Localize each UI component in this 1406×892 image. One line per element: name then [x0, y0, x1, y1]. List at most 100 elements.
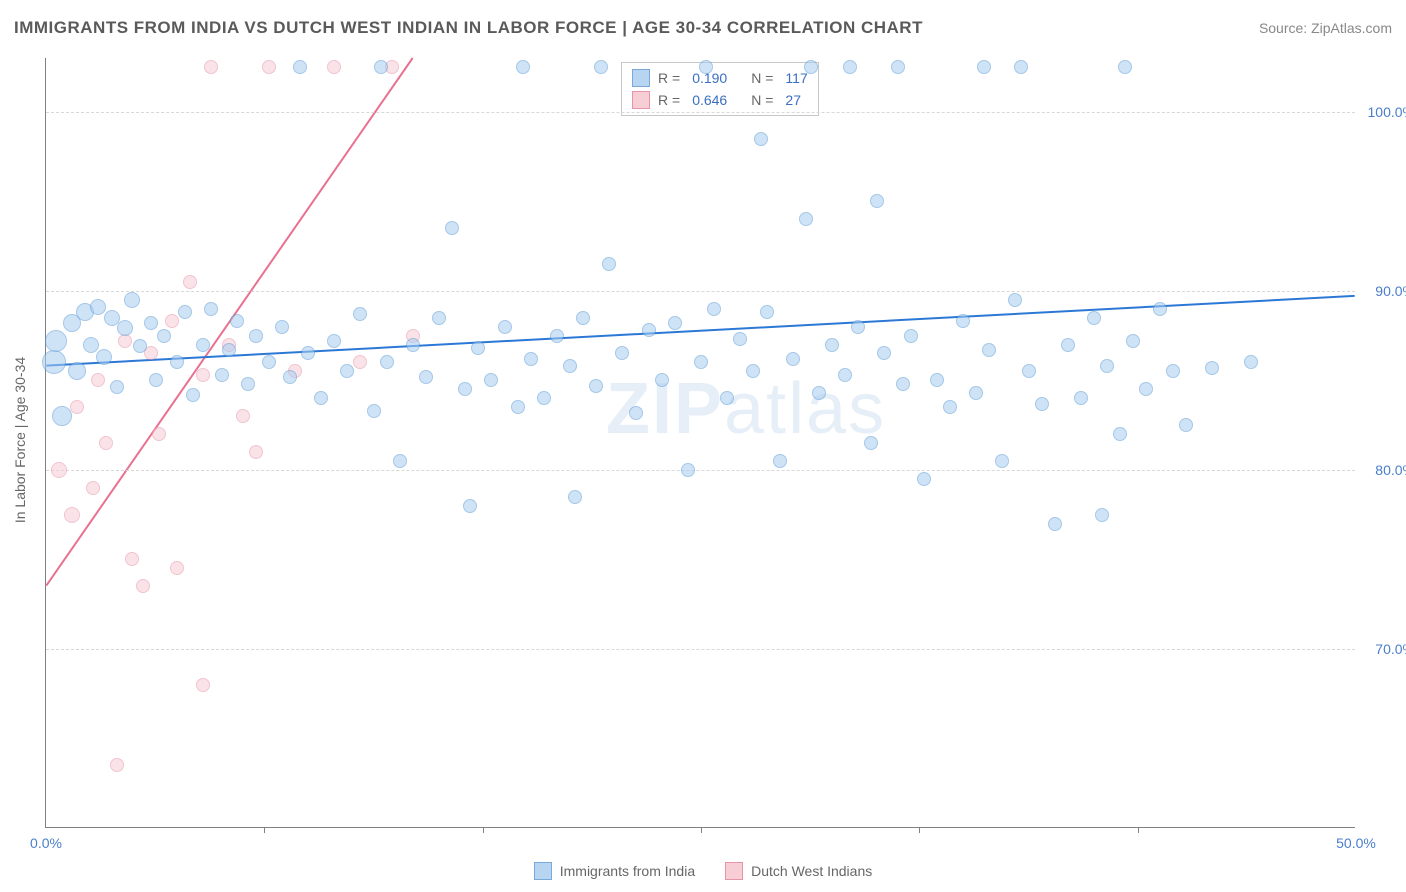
h-gridline [46, 291, 1355, 292]
data-point [367, 404, 381, 418]
legend-r-label: R = [658, 70, 680, 86]
legend-r-label: R = [658, 92, 680, 108]
data-point [1061, 338, 1075, 352]
data-point [374, 60, 388, 74]
data-point [178, 305, 192, 319]
data-point [977, 60, 991, 74]
data-point [812, 386, 826, 400]
source-label: Source: ZipAtlas.com [1259, 20, 1392, 36]
data-point [83, 337, 99, 353]
swatch-pink [725, 862, 743, 880]
data-point [222, 343, 236, 357]
data-point [982, 343, 996, 357]
data-point [419, 370, 433, 384]
data-point [681, 463, 695, 477]
data-point [594, 60, 608, 74]
data-point [170, 355, 184, 369]
data-point [870, 194, 884, 208]
data-point [110, 758, 124, 772]
legend-swatch [632, 69, 650, 87]
chart-title: IMMIGRANTS FROM INDIA VS DUTCH WEST INDI… [14, 18, 923, 38]
data-point [340, 364, 354, 378]
data-point [1022, 364, 1036, 378]
data-point [917, 472, 931, 486]
data-point [1118, 60, 1132, 74]
data-point [110, 380, 124, 394]
data-point [995, 454, 1009, 468]
legend-n-label: N = [751, 92, 773, 108]
plot-area: ZIPatlas R =0.190N =117R =0.646N =27 70.… [45, 58, 1355, 828]
y-tick-label: 70.0% [1360, 641, 1406, 657]
data-point [563, 359, 577, 373]
data-point [746, 364, 760, 378]
y-tick-label: 100.0% [1360, 104, 1406, 120]
data-point [133, 339, 147, 353]
data-point [51, 462, 67, 478]
trend-svg [46, 58, 1355, 827]
data-point [733, 332, 747, 346]
data-point [851, 320, 865, 334]
data-point [204, 60, 218, 74]
data-point [1113, 427, 1127, 441]
data-point [1205, 361, 1219, 375]
data-point [144, 316, 158, 330]
data-point [380, 355, 394, 369]
data-point [891, 60, 905, 74]
data-point [838, 368, 852, 382]
legend-swatch [632, 91, 650, 109]
data-point [568, 490, 582, 504]
data-point [314, 391, 328, 405]
data-point [125, 552, 139, 566]
data-point [1139, 382, 1153, 396]
legend-label-blue: Immigrants from India [560, 863, 695, 879]
data-point [136, 579, 150, 593]
data-point [930, 373, 944, 387]
data-point [773, 454, 787, 468]
data-point [629, 406, 643, 420]
data-point [275, 320, 289, 334]
data-point [432, 311, 446, 325]
h-gridline [46, 470, 1355, 471]
data-point [516, 60, 530, 74]
x-tick-label: 0.0% [30, 835, 62, 851]
x-tick-label: 50.0% [1336, 835, 1376, 851]
data-point [353, 355, 367, 369]
data-point [699, 60, 713, 74]
data-point [655, 373, 669, 387]
data-point [99, 436, 113, 450]
legend-r-value: 0.646 [692, 92, 727, 108]
data-point [283, 370, 297, 384]
legend-n-label: N = [751, 70, 773, 86]
data-point [760, 305, 774, 319]
legend-item-pink: Dutch West Indians [725, 862, 872, 880]
y-axis-label: In Labor Force | Age 30-34 [12, 357, 28, 523]
x-minor-tick [701, 827, 702, 833]
data-point [1008, 293, 1022, 307]
h-gridline [46, 649, 1355, 650]
data-point [91, 373, 105, 387]
data-point [353, 307, 367, 321]
data-point [589, 379, 603, 393]
data-point [550, 329, 564, 343]
data-point [471, 341, 485, 355]
data-point [204, 302, 218, 316]
data-point [458, 382, 472, 396]
x-minor-tick [483, 827, 484, 833]
data-point [249, 329, 263, 343]
data-point [45, 330, 67, 352]
h-gridline [46, 112, 1355, 113]
data-point [249, 445, 263, 459]
x-minor-tick [264, 827, 265, 833]
data-point [843, 60, 857, 74]
data-point [642, 323, 656, 337]
data-point [602, 257, 616, 271]
data-point [668, 316, 682, 330]
data-point [864, 436, 878, 450]
data-point [42, 350, 66, 374]
data-point [293, 60, 307, 74]
data-point [96, 349, 112, 365]
legend-row: R =0.190N =117 [632, 67, 808, 89]
data-point [86, 481, 100, 495]
data-point [215, 368, 229, 382]
y-tick-label: 90.0% [1360, 283, 1406, 299]
